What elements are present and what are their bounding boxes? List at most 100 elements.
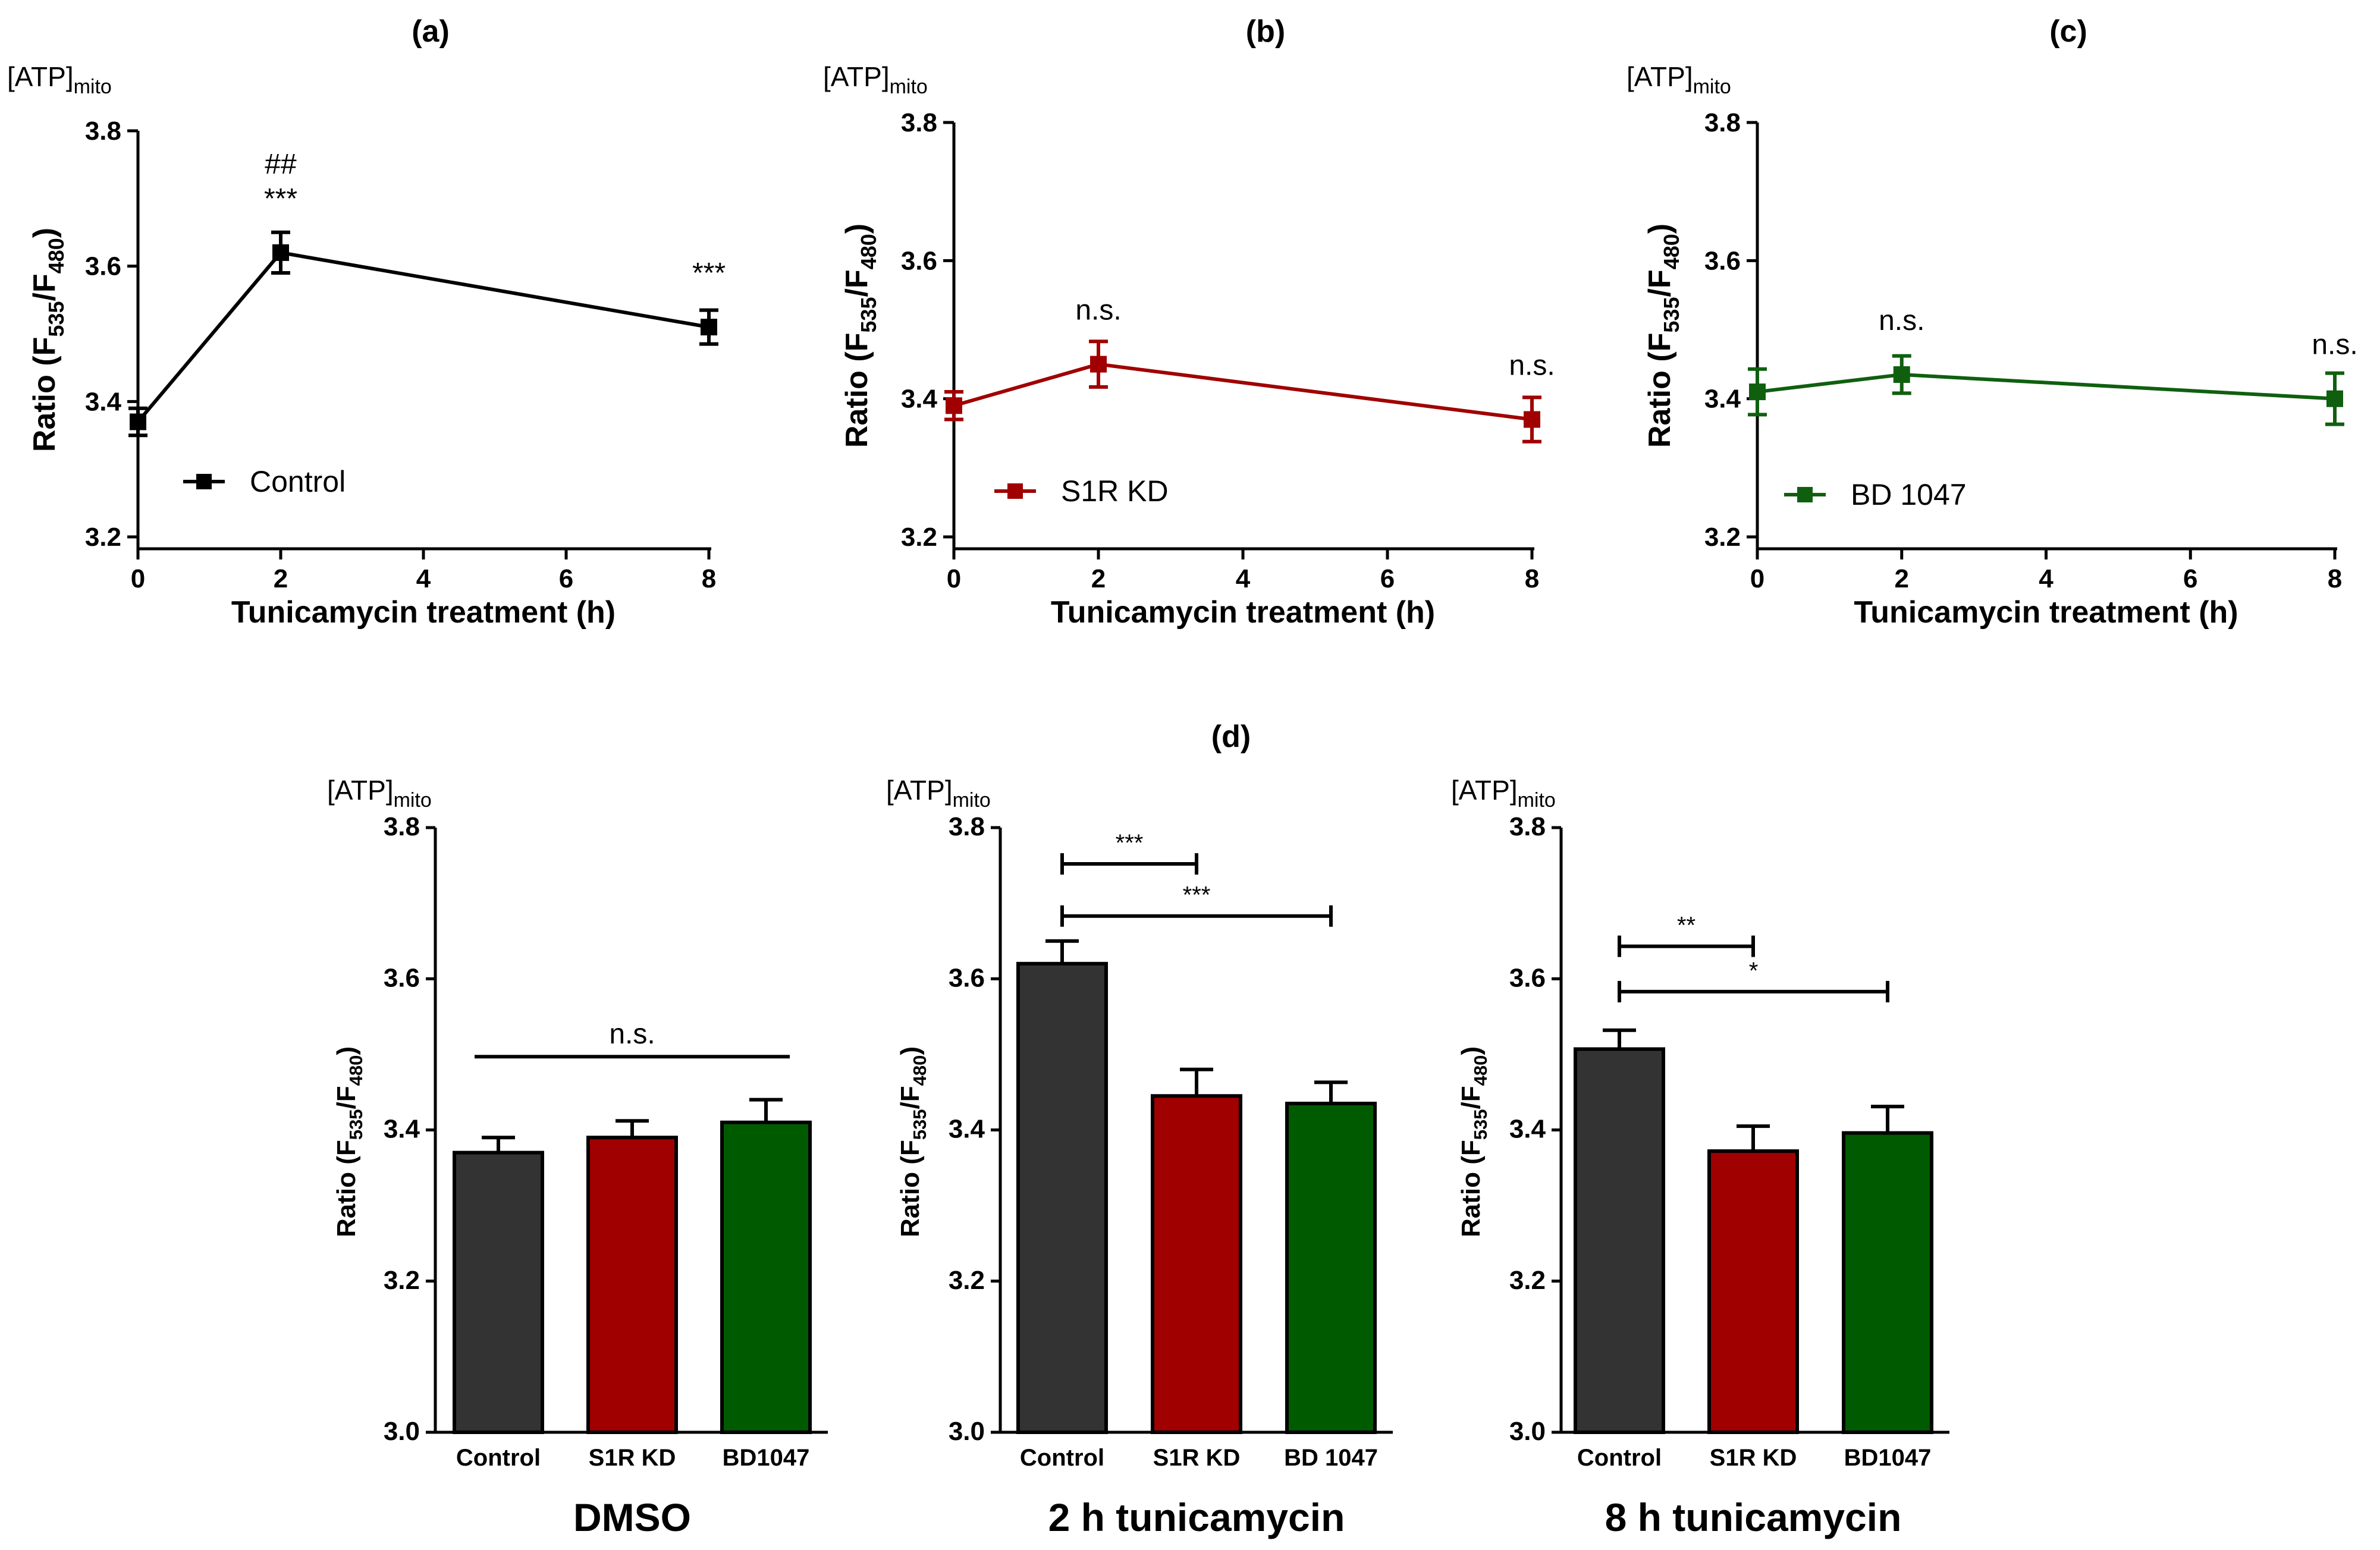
x-tick-label: 2 bbox=[1895, 564, 1909, 593]
data-point bbox=[701, 319, 717, 336]
significance-label: *** bbox=[692, 257, 726, 289]
x-tick-label: 6 bbox=[1380, 564, 1395, 593]
y-tick-label: 3.2 bbox=[85, 523, 121, 552]
y-tick-label: 3.8 bbox=[949, 812, 985, 841]
x-tick-label: 4 bbox=[2039, 564, 2054, 593]
data-point bbox=[272, 244, 289, 261]
legend-marker bbox=[196, 474, 212, 489]
panel-b-unit-label: [ATP]mito bbox=[823, 61, 928, 98]
bar-control bbox=[453, 1150, 544, 1434]
x-tick-label: 8 bbox=[2328, 564, 2342, 593]
significance-label: n.s. bbox=[1075, 295, 1121, 326]
y-tick-label: 3.4 bbox=[384, 1115, 420, 1144]
panel-c-x-axis-label: Tunicamycin treatment (h) bbox=[1854, 595, 2238, 630]
y-tick-label: 3.4 bbox=[1509, 1115, 1546, 1144]
x-tick-label: 2 bbox=[1091, 564, 1106, 593]
legend-label: Control bbox=[250, 465, 346, 498]
panel-d2-title: 2 h tunicamycin bbox=[1048, 1495, 1345, 1539]
significance-label: n.s. bbox=[1509, 350, 1555, 382]
panel-d1-title: DMSO bbox=[573, 1495, 691, 1539]
y-tick-label: 3.6 bbox=[85, 252, 121, 281]
legend-marker bbox=[1007, 483, 1023, 499]
series-line bbox=[953, 362, 1533, 422]
panel-c-y-axis-label-text: Ratio (F535/F480) bbox=[1643, 224, 1684, 448]
data-point bbox=[1524, 411, 1540, 428]
panel-b-label: (b) bbox=[1246, 14, 1285, 49]
legend: BD 1047 bbox=[1784, 478, 1967, 511]
data-point bbox=[1893, 366, 1910, 383]
y-tick-label: 3.8 bbox=[85, 117, 121, 146]
panel-b-y-axis-label-text: Ratio (F535/F480) bbox=[840, 224, 881, 448]
data-point bbox=[946, 397, 962, 414]
comparison-label: n.s. bbox=[609, 1018, 655, 1050]
y-tick-label: 3.2 bbox=[1509, 1266, 1546, 1295]
panel-b: (b) 3.2 3.4 3.6 3.8 0 2 4 6 8 Tunicamycin treatmen… bbox=[901, 14, 1555, 630]
panel-a-label: (a) bbox=[412, 14, 450, 49]
x-tick-label: 0 bbox=[131, 564, 145, 593]
y-tick-label: 3.6 bbox=[1704, 246, 1741, 275]
panel-a-unit-label: [ATP]mito bbox=[7, 61, 112, 98]
y-tick-label: 3.0 bbox=[384, 1417, 420, 1446]
comparison-label: * bbox=[1749, 958, 1759, 984]
bar-s1r-kd bbox=[586, 1136, 678, 1435]
category-label: BD 1047 bbox=[1284, 1445, 1378, 1471]
category-label: Control bbox=[1577, 1445, 1662, 1471]
comparison-label: ** bbox=[1677, 913, 1695, 939]
panel-d3-y-axis-label: Ratio (F535/F480) bbox=[1456, 1046, 1491, 1237]
x-tick-label: 8 bbox=[1525, 564, 1539, 593]
category-label: BD1047 bbox=[723, 1445, 810, 1471]
y-tick-label: 3.2 bbox=[901, 523, 937, 552]
bar-control bbox=[1574, 1047, 1665, 1434]
panel-d2: 3.0 3.2 3.4 3.6 3.8 Control S1R KD BD 1047 *** **… bbox=[949, 812, 1393, 1539]
category-label: BD1047 bbox=[1844, 1445, 1932, 1471]
panel-d3-unit-label: [ATP]mito bbox=[1451, 775, 1556, 812]
significance-label: n.s. bbox=[2312, 329, 2357, 361]
y-tick-label: 3.4 bbox=[949, 1115, 985, 1144]
y-tick-label: 3.8 bbox=[1704, 108, 1741, 137]
x-tick-label: 6 bbox=[2183, 564, 2197, 593]
panel-c-unit-label: [ATP]mito bbox=[1627, 61, 1731, 98]
data-point bbox=[1749, 383, 1766, 401]
panel-a-x-axis-label: Tunicamycin treatment (h) bbox=[231, 595, 616, 630]
legend: Control bbox=[183, 465, 346, 498]
data-point bbox=[1090, 356, 1107, 373]
bar-s1r-kd bbox=[1151, 1094, 1242, 1434]
y-tick-label: 3.2 bbox=[384, 1266, 420, 1295]
y-tick-label: 3.6 bbox=[1509, 963, 1546, 992]
x-tick-label: 0 bbox=[1750, 564, 1764, 593]
panel-c-label: (c) bbox=[2049, 14, 2087, 49]
x-tick-label: 8 bbox=[702, 564, 716, 593]
data-point bbox=[130, 413, 146, 430]
panel-d3-title: 8 h tunicamycin bbox=[1605, 1495, 1902, 1539]
panel-d1-y-axis-label: Ratio (F535/F480) bbox=[332, 1046, 366, 1237]
y-tick-label: 3.4 bbox=[901, 385, 938, 414]
comparison-label: *** bbox=[1116, 830, 1144, 856]
x-tick-label: 6 bbox=[559, 564, 573, 593]
category-label: S1R KD bbox=[589, 1445, 676, 1471]
panel-c-y-axis-label: Ratio (F535/F480) bbox=[1643, 224, 1684, 448]
x-tick-label: 4 bbox=[416, 564, 431, 593]
panel-b-y-axis-label: Ratio (F535/F480) bbox=[840, 224, 881, 448]
legend-marker bbox=[1797, 487, 1813, 502]
y-tick-label: 3.4 bbox=[1704, 385, 1741, 414]
panel-b-x-axis-label: Tunicamycin treatment (h) bbox=[1051, 595, 1435, 630]
panel-d1-unit-label: [ATP]mito bbox=[327, 775, 432, 812]
y-tick-label: 3.6 bbox=[384, 963, 420, 992]
y-tick-label: 3.0 bbox=[1509, 1417, 1546, 1446]
bar-control bbox=[1016, 961, 1108, 1434]
category-label: Control bbox=[456, 1445, 541, 1471]
series-line bbox=[1757, 372, 2335, 401]
significance-label: ## bbox=[265, 149, 297, 180]
panel-c: (c) 3.2 3.4 3.6 3.8 0 2 4 6 8 Tunicamycin treatmen… bbox=[1704, 14, 2358, 630]
panel-d3-y-axis-label-text: Ratio (F535/F480) bbox=[1456, 1046, 1491, 1237]
legend-label: BD 1047 bbox=[1851, 478, 1967, 511]
panel-a-y-axis-label-text: Ratio (F535/F480) bbox=[27, 228, 68, 452]
y-tick-label: 3.4 bbox=[85, 387, 122, 416]
series-line bbox=[136, 250, 709, 423]
panel-d2-unit-label: [ATP]mito bbox=[886, 775, 991, 812]
bar-bd1047 bbox=[720, 1120, 812, 1434]
x-tick-label: 0 bbox=[947, 564, 961, 593]
y-tick-label: 3.2 bbox=[1704, 523, 1741, 552]
